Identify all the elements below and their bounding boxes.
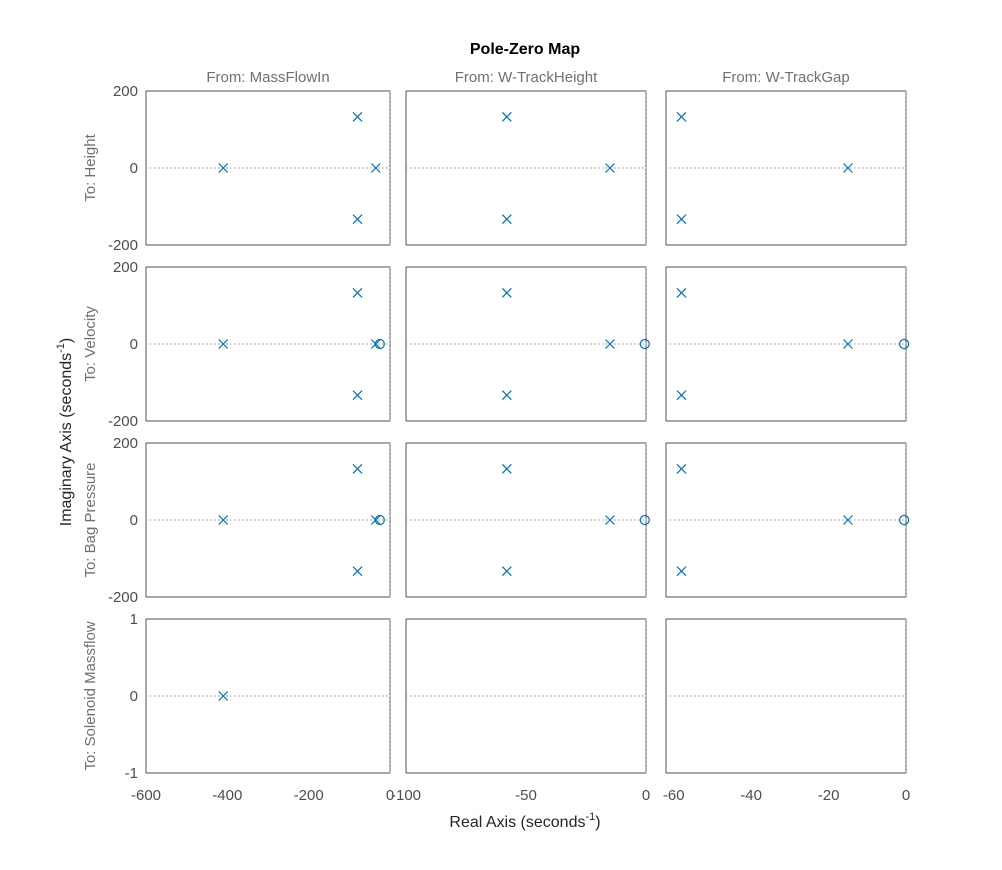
x-axis-label-close: ) (595, 814, 600, 831)
subplot-r3-c0 (145, 618, 391, 774)
markers-r0-c1 (501, 111, 615, 225)
pole-marker (676, 390, 687, 401)
pole-marker (605, 163, 615, 173)
markers-r3-c0 (218, 691, 229, 701)
zero-marker (639, 514, 650, 526)
markers-r0-c0 (218, 111, 381, 225)
x-tick-label: -200 (294, 787, 324, 804)
y-tick-label: 0 (130, 336, 138, 353)
markers-r1-c1 (501, 287, 650, 401)
pole-marker (218, 163, 229, 173)
subplot-r1-c0 (145, 266, 391, 422)
markers-r2-c2 (676, 463, 910, 577)
subplot-r3-c2 (665, 618, 907, 774)
zero-marker (898, 514, 910, 526)
y-tick-label: 200 (113, 83, 138, 100)
subplot-r2-c1 (405, 442, 647, 598)
pole-marker (843, 515, 853, 525)
pole-marker (501, 566, 512, 577)
y-tick-label: -200 (108, 413, 138, 430)
x-tick-label: -50 (515, 787, 537, 804)
pole-marker (501, 111, 512, 122)
y-tick-label: -200 (108, 589, 138, 606)
row-label: To: Height (82, 133, 99, 201)
pole-marker (605, 339, 615, 349)
pole-marker (218, 691, 229, 701)
subplot-r3-c1 (405, 618, 647, 774)
row-label: To: Solenoid Massflow (82, 621, 99, 770)
y-tick-label: 0 (130, 512, 138, 529)
y-tick-label: 0 (130, 160, 138, 177)
x-axis-label: Real Axis (seconds-1) (449, 811, 600, 831)
row-label: To: Bag Pressure (82, 462, 99, 577)
pole-marker (676, 214, 687, 225)
pole-marker (501, 390, 512, 401)
y-tick-label: 1 (130, 611, 138, 628)
y-tick-label: -200 (108, 237, 138, 254)
y-tick-label: -1 (125, 765, 138, 782)
column-title: From: W-TrackHeight (455, 69, 598, 86)
column-title: From: MassFlowIn (206, 69, 329, 86)
y-axis-label-close: ) (58, 338, 75, 343)
pole-marker (352, 566, 363, 577)
x-tick-label: 0 (642, 787, 650, 804)
x-axis-label-exponent: -1 (585, 811, 595, 823)
y-axis-label-text: Imaginary Axis (seconds (58, 353, 75, 526)
x-axis-label-text: Real Axis (seconds (449, 814, 585, 831)
x-tick-label: -400 (212, 787, 242, 804)
pole-marker (501, 287, 512, 298)
x-tick-label: 0 (386, 787, 394, 804)
x-tick-label: -600 (131, 787, 161, 804)
pole-marker (218, 339, 229, 349)
pole-marker (605, 515, 615, 525)
row-label: To: Velocity (82, 306, 99, 382)
pole-marker (352, 390, 363, 401)
markers-r0-c2 (676, 111, 853, 225)
subplot-grid: From: MassFlowIn From: W-TrackHeight From:… (82, 69, 910, 804)
pole-marker (218, 515, 229, 525)
y-axis-label-exponent: -1 (55, 343, 67, 353)
subplot-r0-c0 (145, 90, 391, 246)
x-tick-label: -40 (740, 787, 762, 804)
pole-marker (676, 111, 687, 122)
pole-marker (352, 214, 363, 225)
pole-marker (370, 163, 381, 173)
y-tick-label: 0 (130, 688, 138, 705)
subplot-r1-c2 (665, 266, 907, 422)
subplot-r2-c2 (665, 442, 907, 598)
pole-marker (501, 463, 512, 474)
zero-marker (374, 338, 385, 350)
y-tick-label: 200 (113, 435, 138, 452)
chart-title: Pole-Zero Map (470, 41, 580, 58)
subplot-r0-c2 (665, 90, 907, 246)
subplot-r0-c1 (405, 90, 647, 246)
pole-marker (352, 287, 363, 298)
zero-marker (639, 338, 650, 350)
pole-marker (676, 287, 687, 298)
subplot-r2-c0 (145, 442, 391, 598)
zero-marker (374, 514, 385, 526)
x-tick-label: -100 (391, 787, 421, 804)
zero-marker (898, 338, 910, 350)
pole-marker (352, 463, 363, 474)
subplot-r1-c1 (405, 266, 647, 422)
markers-r1-c0 (218, 287, 385, 401)
pole-marker (501, 214, 512, 225)
pole-marker (843, 339, 853, 349)
x-tick-label: -60 (663, 787, 685, 804)
markers-r1-c2 (676, 287, 910, 401)
column-title: From: W-TrackGap (722, 69, 850, 86)
x-tick-label: 0 (902, 787, 910, 804)
x-tick-label: -20 (818, 787, 840, 804)
markers-r2-c0 (218, 463, 385, 577)
markers-r2-c1 (501, 463, 650, 577)
pole-marker (676, 566, 687, 577)
pole-marker (843, 163, 853, 173)
pole-marker (352, 111, 363, 122)
y-axis-label: Imaginary Axis (seconds-1) (55, 338, 75, 527)
pole-marker (676, 463, 687, 474)
y-tick-label: 200 (113, 259, 138, 276)
